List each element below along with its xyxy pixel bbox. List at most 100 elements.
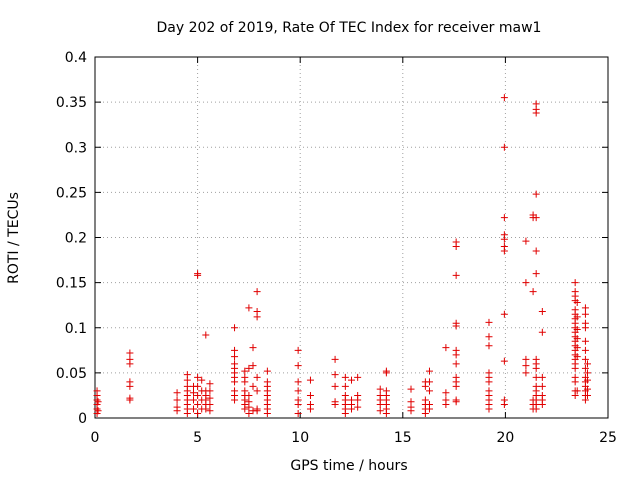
data-point [573, 353, 581, 361]
data-point [294, 409, 302, 417]
data-point [376, 407, 384, 415]
data-point [126, 378, 134, 386]
data-point [425, 387, 433, 395]
data-point [183, 371, 191, 379]
data-point [331, 398, 339, 406]
data-point [253, 405, 261, 413]
x-tick-label: 0 [91, 430, 100, 446]
data-point [198, 376, 206, 384]
data-point [294, 396, 302, 404]
data-point [194, 382, 202, 390]
data-point [241, 367, 249, 375]
data-point [573, 313, 581, 321]
data-point [571, 288, 579, 296]
data-point [532, 247, 540, 255]
data-point [532, 214, 540, 222]
x-tick-label: 25 [599, 430, 617, 446]
data-point [294, 346, 302, 354]
data-point [194, 400, 202, 408]
data-point [573, 326, 581, 334]
data-point [532, 270, 540, 278]
data-point [452, 373, 460, 381]
data-point [500, 214, 508, 222]
data-point [126, 394, 134, 402]
data-point [500, 396, 508, 404]
data-point [581, 310, 589, 318]
data-point [538, 308, 546, 316]
data-point [407, 385, 415, 393]
data-point [522, 237, 530, 245]
data-point [126, 349, 134, 357]
y-tick-label: 0.15 [56, 276, 87, 292]
x-tick-label: 5 [193, 430, 202, 446]
data-point [249, 362, 257, 370]
data-point [331, 371, 339, 379]
data-point [583, 391, 591, 399]
data-point [500, 243, 508, 251]
data-point [245, 398, 253, 406]
data-point [532, 355, 540, 363]
data-point [442, 344, 450, 352]
data-point [500, 357, 508, 365]
data-point [485, 387, 493, 395]
data-point [94, 398, 102, 406]
data-point [206, 387, 214, 395]
data-point [341, 373, 349, 381]
data-point [173, 396, 181, 404]
data-point [581, 304, 589, 312]
data-point [581, 346, 589, 354]
data-point [583, 360, 591, 368]
data-point [294, 362, 302, 370]
y-tick-label: 0.35 [56, 95, 87, 111]
data-point [173, 403, 181, 411]
data-point [263, 367, 271, 375]
data-point [245, 391, 253, 399]
y-tick-label: 0.3 [65, 140, 87, 156]
x-tick-label: 10 [291, 430, 309, 446]
data-point [245, 409, 253, 417]
y-tick-label: 0.2 [65, 231, 87, 247]
data-point [294, 387, 302, 395]
data-point [245, 304, 253, 312]
data-point [253, 373, 261, 381]
data-point [485, 369, 493, 377]
x-tick-label: 20 [496, 430, 514, 446]
data-point [93, 387, 101, 395]
data-point [348, 376, 355, 384]
data-point [341, 382, 349, 390]
data-point [206, 407, 214, 415]
data-point [294, 378, 302, 386]
data-point [245, 364, 253, 372]
data-point [485, 342, 493, 350]
y-tick-label: 0.1 [65, 321, 87, 337]
data-point [126, 355, 134, 363]
data-point [532, 373, 540, 381]
data-point [331, 382, 339, 390]
data-point [571, 279, 579, 287]
data-point [581, 319, 589, 327]
data-point [522, 355, 530, 363]
data-point [571, 373, 579, 381]
data-point [376, 391, 384, 399]
data-point [485, 333, 493, 341]
data-point [94, 407, 102, 415]
data-point [183, 382, 191, 390]
data-point [189, 405, 197, 413]
data-point [571, 306, 579, 314]
data-point [442, 396, 450, 404]
data-point [452, 360, 460, 368]
data-point [231, 360, 239, 368]
data-point [354, 391, 362, 399]
data-point [532, 100, 540, 108]
data-point [532, 190, 540, 198]
data-point [452, 271, 460, 279]
data-point [522, 279, 530, 287]
data-point [206, 400, 214, 408]
data-point [253, 387, 261, 395]
data-point [573, 335, 581, 343]
data-point [425, 400, 433, 408]
data-point [231, 346, 239, 354]
data-point [573, 344, 581, 352]
data-point [341, 391, 349, 399]
